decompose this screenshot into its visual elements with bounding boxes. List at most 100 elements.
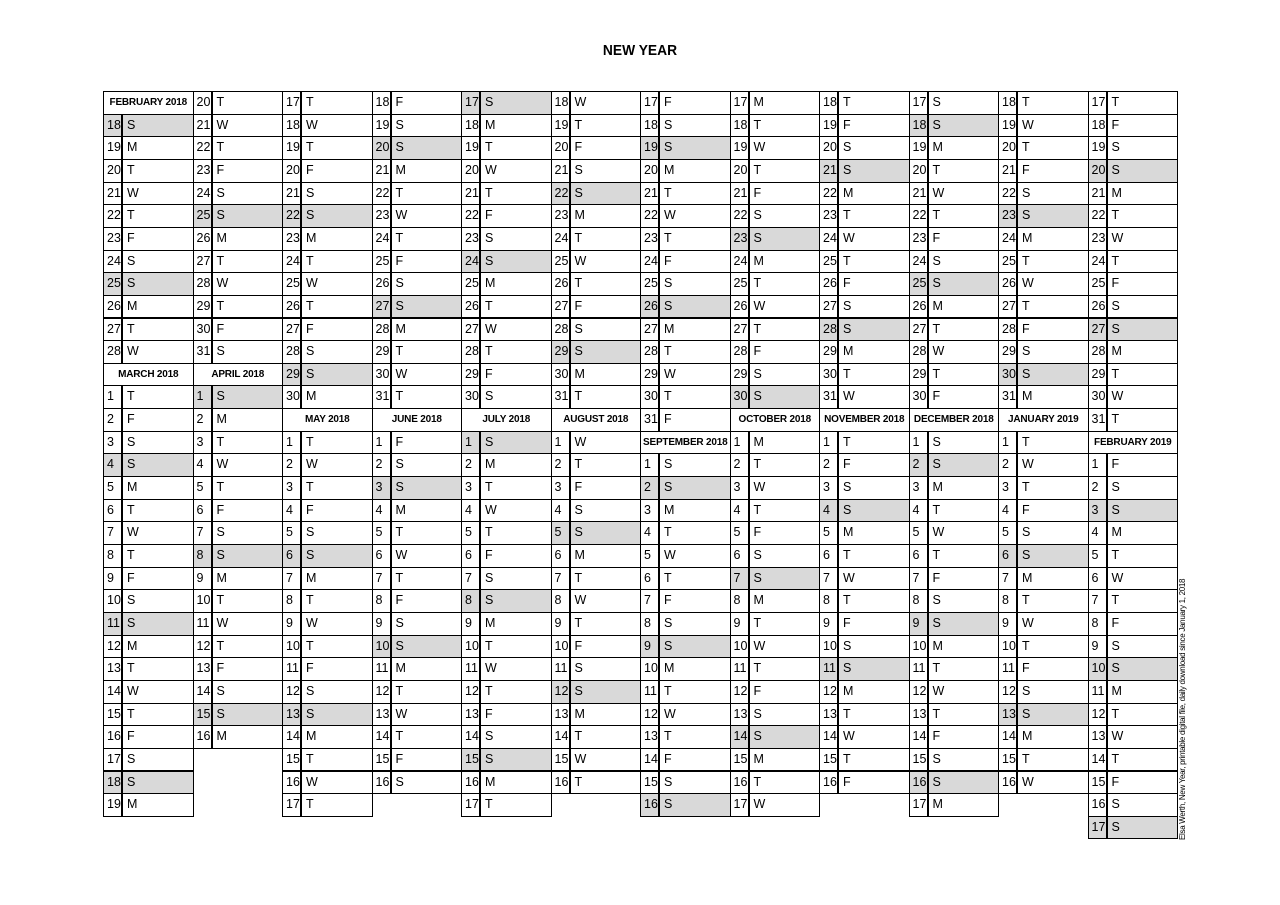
weekday-letter: S (395, 615, 404, 630)
day-number: 25 (731, 273, 750, 295)
day-cell: 31 T (1087, 408, 1178, 432)
weekday-letter: T (127, 706, 135, 721)
day-number: 22 (731, 205, 750, 227)
day-number: 7 (373, 567, 392, 590)
day-cell: 26 M (103, 294, 194, 319)
day-number: 31 (641, 409, 660, 431)
day-number: 5 (1089, 545, 1108, 567)
weekday-letter: S (216, 344, 225, 359)
weekday-letter: S (843, 298, 852, 313)
weekday-letter: T (306, 253, 314, 268)
weekday-letter: W (574, 434, 587, 449)
weekday-letter: W (664, 366, 676, 381)
day-number: 14 (552, 726, 571, 748)
day-cell: 20 F (550, 136, 641, 160)
day-number: 22 (552, 182, 571, 205)
weekday-letter: T (127, 548, 135, 562)
day-number: 14 (283, 726, 302, 748)
day-cell: 25 T (819, 249, 910, 274)
day-cell: 24 S (192, 181, 283, 206)
day-number: 9 (641, 635, 660, 658)
weekday-letter: T (574, 615, 583, 630)
day-cell: 19 M (908, 136, 999, 160)
day-number: 16 (641, 794, 660, 816)
day-number: 24 (910, 250, 929, 273)
day-cell: 11 W (461, 657, 552, 681)
weekday-letter: S (753, 548, 762, 562)
weekday-letter: T (216, 480, 225, 495)
weekday-letter: W (753, 298, 766, 313)
day-cell: 20 S (819, 136, 910, 160)
weekday-letter: W (932, 344, 945, 359)
day-number: 11 (999, 658, 1018, 680)
day-number: 23 (641, 227, 660, 250)
day-cell: 25 S (908, 272, 999, 296)
day-cell: 17 S (103, 747, 194, 772)
day-number: 25 (373, 250, 392, 273)
day-cell: 26 S (640, 294, 731, 319)
weekday-letter: F (843, 615, 851, 630)
day-number: 12 (373, 680, 392, 703)
weekday-letter: W (932, 525, 945, 540)
weekday-letter: M (216, 570, 227, 585)
weekday-letter: S (664, 638, 673, 653)
day-number: 28 (552, 318, 571, 341)
weekday-letter: M (395, 321, 406, 336)
weekday-letter: S (127, 593, 136, 608)
day-number: 30 (820, 363, 839, 386)
weekday-letter: W (395, 208, 408, 223)
day-cell: 23 F (103, 226, 194, 251)
weekday-letter: S (753, 729, 762, 744)
month-header: JULY 2018 (461, 408, 552, 432)
weekday-letter: M (1111, 683, 1122, 698)
weekday-letter: T (574, 774, 583, 789)
weekday-letter: M (843, 683, 854, 698)
day-cell: 20 T (103, 158, 194, 183)
day-number: 4 (194, 454, 213, 477)
day-number: 12 (462, 680, 481, 703)
day-cell: 12 T (461, 679, 552, 704)
day-cell: 17 T (1087, 91, 1178, 115)
day-cell: 18 S (640, 113, 731, 138)
weekday-letter: F (306, 321, 314, 336)
day-cell: 24 T (550, 226, 641, 251)
day-cell: 12 T (371, 679, 462, 704)
weekday-letter: S (843, 321, 852, 336)
day-cell: 29 S (729, 362, 820, 387)
day-number: 14 (104, 680, 123, 703)
weekday-letter: S (485, 434, 494, 449)
weekday-letter: W (843, 389, 855, 404)
day-number: 24 (104, 250, 123, 273)
day-number: 12 (820, 680, 839, 703)
weekday-letter: F (395, 751, 404, 766)
weekday-letter: S (485, 389, 494, 404)
weekday-letter: S (216, 185, 225, 200)
day-cell: 23 F (192, 158, 283, 183)
day-number: 6 (462, 545, 481, 567)
day-number: 4 (731, 499, 750, 522)
weekday-letter: T (485, 140, 493, 155)
weekday-letter: F (753, 185, 762, 200)
weekday-letter: S (1111, 162, 1120, 177)
day-number: 30 (731, 386, 750, 409)
day-cell: 11 T (908, 657, 999, 681)
weekday-letter: W (395, 366, 408, 381)
day-cell: 12 T (192, 634, 283, 659)
day-number: 8 (462, 590, 481, 612)
day-cell: 12 T (1087, 702, 1178, 727)
weekday-letter: S (932, 593, 941, 608)
day-cell: 19 S (371, 113, 462, 138)
day-cell: 26 M (192, 226, 283, 251)
day-number: 3 (373, 477, 392, 499)
